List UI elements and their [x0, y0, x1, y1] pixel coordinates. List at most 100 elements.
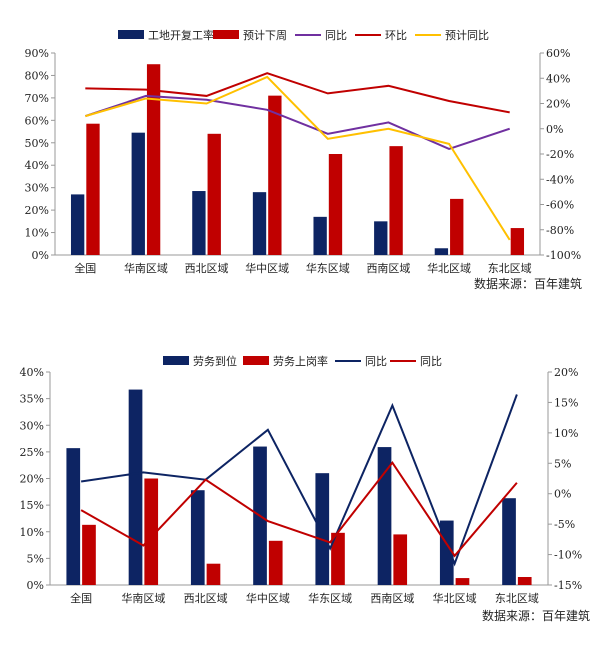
- category-label: 西北区域: [185, 262, 229, 275]
- right-tick-label: -80%: [546, 224, 574, 237]
- source-note: 数据来源：百年建筑: [474, 276, 582, 291]
- category-label: 西北区域: [184, 592, 228, 605]
- bar-劳务上岗率: [393, 534, 408, 585]
- bar-工地开复工率: [313, 216, 327, 255]
- right-tick-label: 5%: [554, 457, 571, 470]
- right-tick-label: -15%: [554, 579, 582, 592]
- left-tick-label: 15%: [20, 499, 44, 512]
- left-tick-label: 40%: [20, 366, 44, 379]
- left-tick-label: 50%: [25, 137, 49, 150]
- bar-劳务上岗率: [268, 540, 283, 585]
- chart-2: 0% 5% 10% 15% 20% 25% 30% 35% 40% -15% -10% -5% 0% 5%…: [20, 354, 590, 623]
- category-label: 华南区域: [121, 591, 165, 605]
- right-tick-label: 0%: [546, 123, 563, 136]
- legend-swatch: [118, 30, 144, 39]
- source-note: 数据来源：百年建筑: [482, 608, 590, 623]
- bar-预计下周: [328, 154, 343, 255]
- right-tick-label: 20%: [546, 98, 570, 111]
- right-tick-label: -10%: [554, 549, 582, 562]
- right-tick-label: 60%: [546, 47, 570, 60]
- bar-劳务到位: [315, 473, 330, 585]
- left-tick-label: 40%: [25, 159, 49, 172]
- bar-预计下周: [268, 95, 282, 256]
- bar-劳务上岗率: [206, 563, 221, 585]
- category-label: 西南区域: [370, 592, 414, 605]
- left-tick-label: 70%: [25, 92, 49, 105]
- legend-label: 同比: [365, 355, 387, 368]
- category-label: 华东区域: [306, 261, 350, 275]
- right-tick-label: -100%: [546, 249, 581, 262]
- bar-工地开复工率: [131, 132, 145, 255]
- right-tick-label: 40%: [546, 72, 570, 85]
- legend-label: 同比: [420, 355, 442, 368]
- category-label: 华中区域: [246, 591, 290, 605]
- line-同比: [84, 94, 511, 151]
- line-同比: [80, 460, 518, 558]
- bar-工地开复工率: [374, 221, 388, 255]
- category-label: 华中区域: [245, 261, 289, 275]
- left-tick-label: 35%: [20, 393, 44, 406]
- right-tick-label: -60%: [546, 199, 574, 212]
- bar-劳务到位: [128, 389, 143, 585]
- left-tick-label: 60%: [25, 114, 49, 127]
- bar-工地开复工率: [192, 191, 206, 255]
- bar-劳务到位: [190, 490, 205, 585]
- line-环比: [85, 72, 510, 114]
- legend-label: 工地开复工率: [148, 28, 214, 42]
- left-tick-label: 20%: [20, 473, 44, 486]
- left-tick-label: 10%: [20, 526, 44, 539]
- right-tick-label: 15%: [554, 396, 578, 409]
- bar-预计下周: [389, 146, 403, 255]
- bar-劳务上岗率: [331, 532, 345, 585]
- left-tick-label: 90%: [25, 47, 49, 60]
- category-label: 华南区域: [124, 261, 168, 275]
- left-tick-label: 0%: [32, 249, 49, 262]
- left-tick-label: 0%: [27, 579, 44, 592]
- legend-swatch: [243, 356, 269, 365]
- legend-label: 劳务上岗率: [273, 354, 328, 368]
- bar-工地开复工率: [434, 248, 449, 255]
- left-tick-label: 10%: [25, 227, 49, 240]
- bar-劳务上岗率: [455, 578, 470, 585]
- category-label: 全国: [70, 591, 92, 605]
- left-tick-label: 20%: [25, 204, 49, 217]
- category-label: 东北区域: [495, 592, 539, 605]
- category-label: 华北区域: [433, 591, 477, 605]
- bar-劳务到位: [502, 498, 516, 585]
- right-tick-label: -40%: [546, 173, 574, 186]
- bar-劳务上岗率: [144, 478, 159, 585]
- bar-劳务上岗率: [517, 577, 532, 585]
- legend-label: 预计同比: [445, 29, 489, 42]
- bar-预计下周: [86, 123, 100, 255]
- chart-1: 0% 10% 20% 30% 40% 50% 60% 70% 80% 90% -100% -80% -6…: [25, 28, 582, 291]
- left-tick-label: 30%: [20, 419, 44, 432]
- legend-swatch: [163, 356, 189, 365]
- legend-label: 预计下周: [243, 29, 287, 42]
- left-tick-label: 30%: [25, 182, 49, 195]
- left-tick-label: 5%: [27, 552, 44, 565]
- bar-工地开复工率: [252, 192, 267, 255]
- category-label: 华东区域: [308, 591, 352, 605]
- right-tick-label: -20%: [546, 148, 574, 161]
- legend-label: 同比: [325, 29, 347, 42]
- bar-预计下周: [450, 198, 464, 255]
- category-label: 东北区域: [488, 262, 532, 275]
- bar-劳务上岗率: [82, 524, 96, 585]
- line-预计同比: [85, 75, 511, 241]
- legend-swatch: [213, 30, 239, 39]
- category-label: 西南区域: [366, 262, 410, 275]
- bar-劳务到位: [66, 448, 81, 585]
- bar-预计下周: [207, 133, 221, 255]
- category-label: 华北区域: [427, 261, 471, 275]
- right-tick-label: -5%: [554, 518, 575, 531]
- right-tick-label: 0%: [554, 488, 571, 501]
- left-tick-label: 25%: [20, 446, 44, 459]
- right-tick-label: 10%: [554, 427, 578, 440]
- bar-劳务到位: [377, 447, 392, 585]
- line-同比: [80, 394, 518, 567]
- right-tick-label: 20%: [554, 366, 578, 379]
- bar-预计下周: [146, 64, 161, 255]
- left-tick-label: 80%: [25, 69, 49, 82]
- legend-label: 环比: [385, 29, 407, 42]
